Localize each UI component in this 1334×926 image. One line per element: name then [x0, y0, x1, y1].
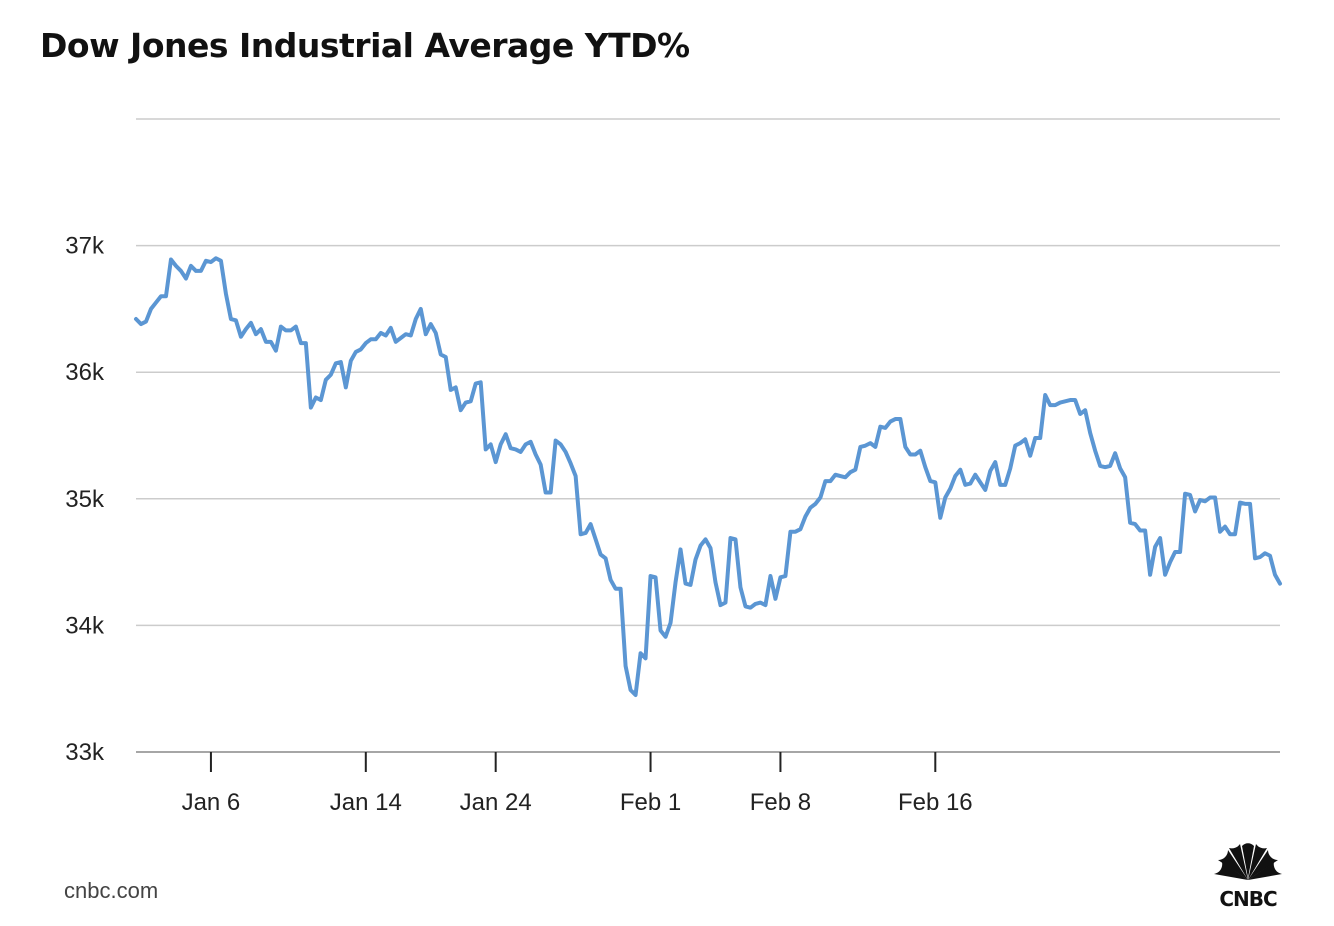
gridlines — [136, 118, 1280, 627]
y-tick-label: 34k — [65, 612, 105, 639]
x-tick-label: Jan 6 — [182, 789, 241, 816]
cnbc-peacock-logo: CNBC — [1214, 843, 1282, 911]
source-label: cnbc.com — [64, 878, 159, 903]
x-tick-label: Feb 8 — [750, 789, 811, 816]
y-tick-label: 35k — [65, 486, 105, 513]
chart-title: Dow Jones Industrial Average YTD% — [40, 26, 690, 65]
peacock-feathers-icon — [1214, 843, 1282, 880]
y-tick-label: 36k — [65, 359, 105, 386]
x-axis: Jan 6 Jan 14 Jan 24 Feb 1 Feb 8 Feb 16 — [136, 751, 1280, 816]
series-line-dow-jones — [134, 256, 1282, 698]
y-axis-tick-labels: 33k 34k 35k 36k 37k — [65, 233, 105, 766]
y-tick-label: 33k — [65, 739, 105, 766]
x-tick-label: Feb 1 — [620, 789, 681, 816]
series-layer — [134, 256, 1282, 698]
x-tick-label: Feb 16 — [898, 789, 973, 816]
x-tick-label: Jan 24 — [460, 789, 532, 816]
x-tick-label: Jan 14 — [330, 789, 402, 816]
y-tick-label: 37k — [65, 233, 105, 260]
logo-wordmark: CNBC — [1219, 887, 1277, 911]
